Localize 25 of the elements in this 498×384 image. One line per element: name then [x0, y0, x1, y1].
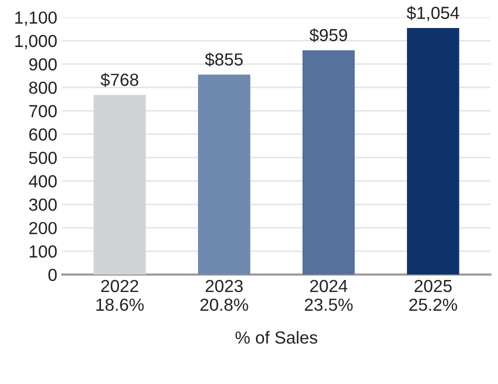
data-label: $1,054	[406, 6, 460, 22]
bar	[94, 94, 146, 275]
data-label: $768	[100, 72, 138, 87]
y-tick-label: 0	[48, 268, 57, 282]
y-tick-label: 800	[29, 82, 57, 94]
x-tick-label: 2024 23.5%	[304, 280, 353, 311]
data-label: $959	[310, 28, 348, 42]
x-axis-title: % of Sales	[236, 330, 318, 344]
y-tick-label: 300	[29, 198, 57, 211]
y-tick-label: 500	[29, 152, 57, 164]
y-tick-label: 1,100	[15, 11, 57, 26]
bar	[406, 28, 460, 275]
data-label: $855	[205, 52, 243, 67]
bar	[198, 74, 250, 275]
y-tick-label: 600	[29, 128, 57, 141]
y-tick-label: 400	[28, 175, 57, 188]
y-tick-label: 1,000	[15, 34, 57, 50]
x-tick-label: 2022 18.6%	[96, 280, 144, 311]
x-tick-label: 2025 25.2%	[409, 280, 458, 311]
y-tick-label: 700	[29, 105, 57, 118]
x-tick-label: 2023 20.8%	[200, 280, 248, 311]
y-tick-label: 200	[29, 222, 57, 234]
y-tick-label: 100	[30, 245, 57, 258]
y-tick-label: 900	[29, 58, 57, 71]
bar	[302, 50, 355, 275]
